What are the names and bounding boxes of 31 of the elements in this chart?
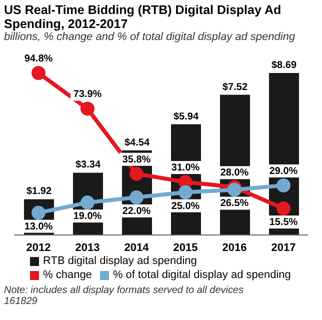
data-label: 29.0% <box>269 166 298 177</box>
data-label: $1.92 <box>26 186 52 198</box>
data-label: $4.54 <box>124 137 150 148</box>
x-tick-label: 2012 <box>26 242 51 254</box>
data-label: 94.8% <box>24 54 53 64</box>
data-label: 73.9% <box>73 89 102 100</box>
x-tick-label: 2016 <box>222 242 247 254</box>
data-label: 31.0% <box>171 162 200 174</box>
x-tick-label: 2013 <box>75 242 100 254</box>
legend-label: RTB digital display ad spending <box>43 255 197 267</box>
data-label: 19.0% <box>73 211 102 222</box>
text: Note: includes all display formats served to all devices <box>4 285 245 296</box>
legend-label: % change <box>43 269 92 281</box>
data-label: 35.8% <box>122 154 151 166</box>
chart-subtitle: billions, % change and % of total digital display ad spending <box>4 31 296 43</box>
data-label: $8.69 <box>271 60 297 71</box>
legend-label: % of total digital display ad spending <box>112 269 291 281</box>
data-label: $7.52 <box>222 82 248 93</box>
x-tick-label: 2014 <box>124 242 150 254</box>
data-label: 15.5% <box>269 217 298 228</box>
chart-title: US Real-Time Bidding (RTB) Digital Display Ad Spending, 2012-2017 <box>4 3 282 31</box>
data-label: 22.0% <box>122 206 151 217</box>
data-label: 13.0% <box>24 221 53 232</box>
data-label: 26.5% <box>220 198 249 210</box>
x-tick-label: 2017 <box>271 242 296 254</box>
data-label: 25.0% <box>171 200 200 212</box>
text: 161829 <box>4 296 38 307</box>
data-label: $3.34 <box>75 160 101 171</box>
data-label: $5.94 <box>173 111 199 122</box>
data-label: 28.0% <box>220 168 249 179</box>
x-tick-label: 2015 <box>173 242 198 254</box>
